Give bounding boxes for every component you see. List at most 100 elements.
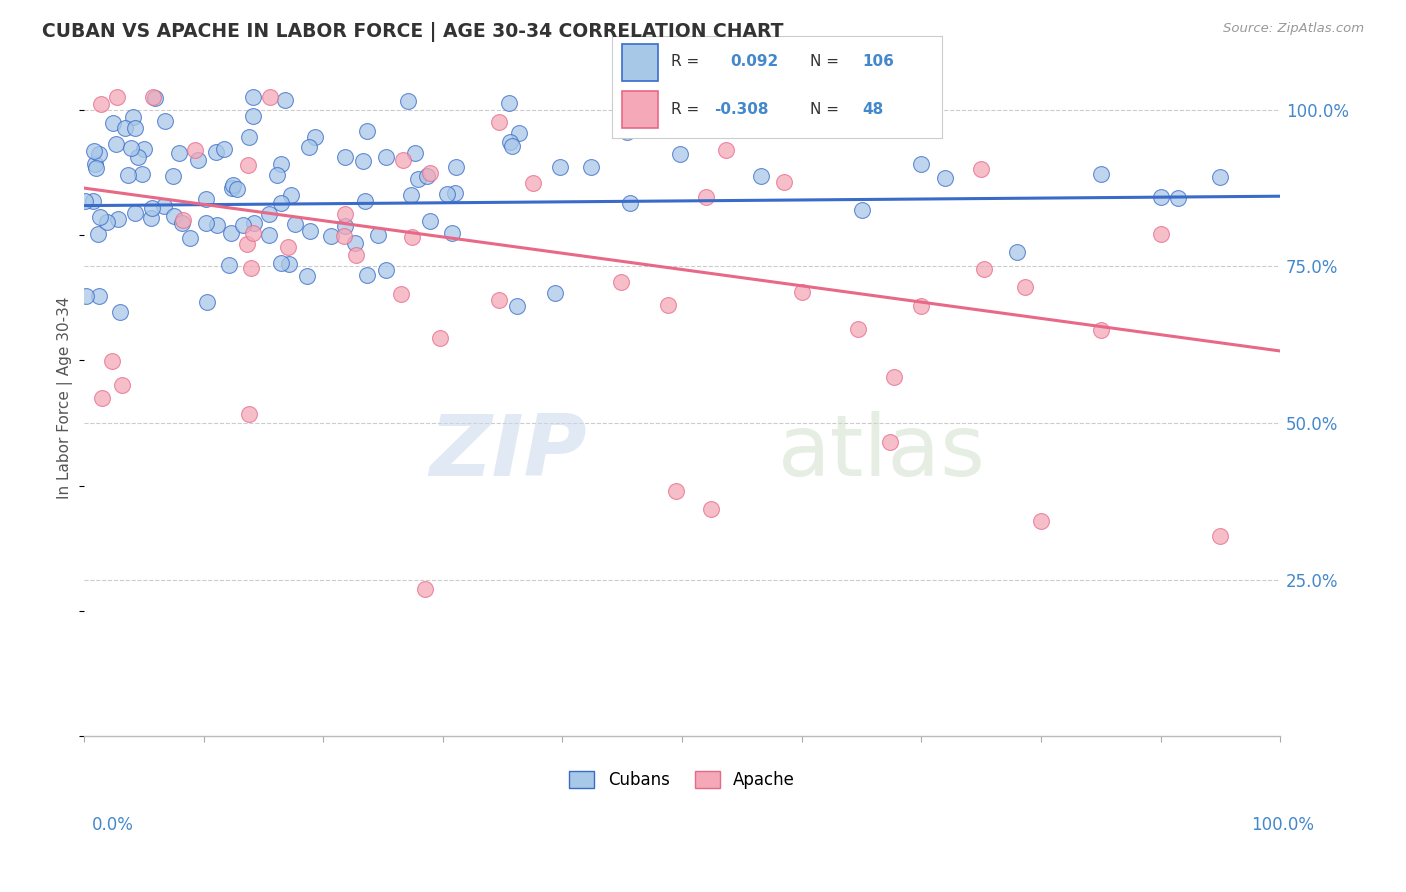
Point (934, 171, 956, 186)
Point (153, 199, 176, 213)
Point (242, 109, 264, 123)
Point (172, 213, 194, 227)
Point (1167, 191, 1189, 205)
Point (790, 285, 813, 299)
Point (716, 143, 738, 157)
Point (259, 90, 281, 104)
Point (270, 256, 292, 270)
Point (107, 212, 129, 227)
Point (440, 226, 463, 240)
Text: atlas: atlas (778, 410, 986, 493)
Text: R =: R = (671, 102, 699, 117)
Point (695, 190, 717, 204)
Point (139, 211, 162, 226)
Point (270, 196, 292, 211)
Point (270, 156, 292, 170)
Text: N =: N = (810, 102, 839, 117)
Point (1090, 168, 1112, 182)
Point (353, 194, 375, 208)
Point (429, 331, 451, 345)
Point (392, 153, 415, 167)
Point (184, 143, 207, 157)
Point (96, 215, 118, 229)
Point (375, 150, 398, 164)
Text: 0.092: 0.092 (731, 54, 779, 70)
Point (522, 176, 544, 190)
Point (700, 502, 723, 516)
Point (277, 240, 299, 254)
Y-axis label: In Labor Force | Age 30-34: In Labor Force | Age 30-34 (58, 297, 73, 500)
Point (205, 219, 228, 233)
Point (108, 304, 131, 318)
Point (236, 237, 259, 252)
Point (374, 263, 396, 277)
Point (506, 299, 529, 313)
Point (657, 298, 679, 312)
Point (142, 90, 165, 104)
Point (242, 90, 264, 104)
Point (153, 114, 176, 128)
Point (352, 154, 374, 169)
Point (488, 293, 510, 307)
Point (333, 151, 356, 165)
Point (273, 93, 295, 107)
Point (84, 161, 107, 175)
Point (132, 143, 155, 157)
Point (883, 370, 905, 384)
Point (508, 126, 530, 140)
Point (389, 286, 412, 301)
Point (910, 156, 932, 170)
Point (280, 188, 302, 202)
Point (143, 91, 166, 105)
Point (187, 153, 209, 168)
Point (131, 167, 153, 181)
Text: N =: N = (810, 54, 839, 70)
Point (222, 178, 245, 193)
Point (1149, 227, 1171, 242)
Point (117, 168, 139, 182)
Point (619, 196, 641, 211)
Point (1029, 515, 1052, 529)
Point (226, 181, 249, 195)
Point (114, 120, 136, 135)
Point (1209, 529, 1232, 543)
Point (401, 188, 423, 202)
Point (501, 138, 523, 153)
Point (851, 202, 873, 217)
Point (89, 146, 111, 161)
Point (236, 158, 259, 172)
Point (84, 157, 107, 171)
Point (419, 214, 441, 228)
Text: R =: R = (671, 54, 699, 70)
Point (232, 218, 254, 232)
Point (344, 248, 367, 262)
Point (179, 230, 201, 244)
Point (75, 289, 97, 303)
Point (404, 145, 426, 160)
Point (172, 216, 194, 230)
Text: 48: 48 (863, 102, 884, 117)
Point (212, 142, 235, 156)
Point (240, 260, 263, 275)
Point (665, 484, 688, 499)
Point (413, 582, 436, 596)
Point (416, 169, 439, 184)
Point (218, 259, 240, 273)
Point (124, 120, 146, 135)
Point (548, 161, 571, 175)
Point (295, 269, 318, 284)
Point (333, 229, 356, 244)
Point (879, 435, 901, 450)
Point (970, 162, 993, 177)
Text: Source: ZipAtlas.com: Source: ZipAtlas.com (1223, 22, 1364, 36)
Text: 0.0%: 0.0% (91, 816, 134, 834)
Point (851, 117, 873, 131)
Point (266, 168, 288, 182)
Point (91, 392, 114, 406)
Point (333, 207, 356, 221)
Point (243, 216, 266, 230)
Point (219, 226, 242, 240)
Point (498, 95, 520, 110)
Point (298, 225, 321, 239)
FancyBboxPatch shape (621, 44, 658, 81)
